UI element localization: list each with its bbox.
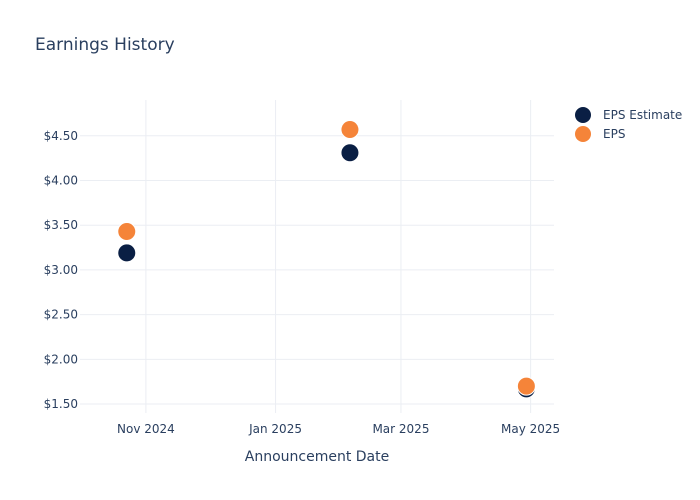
eps-estimate-point[interactable] [340,143,360,163]
eps-estimate-point[interactable] [117,243,137,263]
legend: EPS Estimate EPS [575,107,682,142]
x-axis-title: Announcement Date [245,449,389,465]
y-tick-label: $2.00 [44,352,78,366]
chart-title: Earnings History [35,35,175,55]
y-axis-ticks: $1.50 $2.00 $2.50 $3.00 $3.50 $4.00 $4.50 [44,129,78,411]
y-tick-label: $1.50 [44,397,78,411]
data-points [117,120,536,399]
legend-marker[interactable] [575,107,591,123]
eps-point[interactable] [117,221,137,241]
eps-point[interactable] [340,120,360,140]
x-tick-label: May 2025 [501,422,560,436]
x-tick-label: Jan 2025 [248,422,302,436]
eps-point[interactable] [516,376,536,396]
legend-label[interactable]: EPS Estimate [603,108,682,122]
legend-label[interactable]: EPS [603,127,625,141]
x-tick-label: Mar 2025 [372,422,429,436]
y-tick-label: $3.50 [44,218,78,232]
x-axis-ticks: Nov 2024 Jan 2025 Mar 2025 May 2025 [117,422,560,436]
y-tick-label: $4.50 [44,129,78,143]
y-tick-label: $3.00 [44,263,78,277]
legend-marker[interactable] [575,126,591,142]
y-tick-label: $4.00 [44,173,78,187]
grid-lines [80,100,554,413]
x-tick-label: Nov 2024 [117,422,175,436]
y-tick-label: $2.50 [44,308,78,322]
